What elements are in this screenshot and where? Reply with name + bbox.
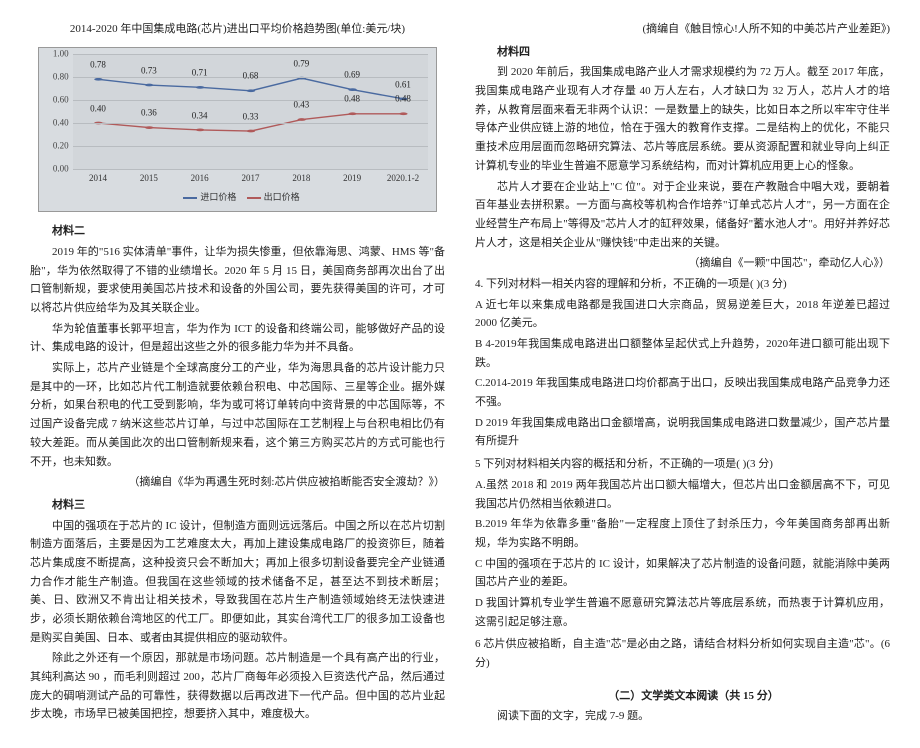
chart-plot-area: 0.000.200.400.600.801.000.780.730.710.68… (73, 54, 429, 169)
heading-m2: 材料二 (30, 222, 445, 241)
m2-p1: 2019 年的"516 实体清单"事件，让华为损失惨重，但依靠海思、鸿蒙、HMS… (30, 243, 445, 318)
q5a: A.虽然 2018 和 2019 两年我国芯片出口额大幅增大，但芯片出口金额居高… (475, 476, 890, 513)
legend-label-2: 出口价格 (264, 192, 300, 202)
m4-p1: 到 2020 年前后，我国集成电路产业人才需求规模约为 72 万人。截至 201… (475, 63, 890, 175)
q6: 6 芯片供应被掐断，自主造"芯"是必由之路，请结合材料分析如何实现自主造"芯"。… (475, 635, 890, 672)
m3-p1: 中国的强项在于芯片的 IC 设计，但制造方面则远远落后。中国之所以在芯片切割制造… (30, 517, 445, 648)
m4-source: （摘编自《一颗"中国芯"，牵动亿人心》） (475, 254, 890, 273)
section-2-title: （二）文学类文本阅读（共 15 分） (475, 687, 890, 706)
heading-m3: 材料三 (30, 496, 445, 515)
q4b: B 4-2019年我国集成电路进出口额整体呈起伏式上升趋势，2020年进口额可能… (475, 335, 890, 372)
m3-p2: 除此之外还有一个原因，那就是市场问题。芯片制造是一个具有高产出的行业，其纯利高达… (30, 649, 445, 724)
q5: 5 下列对材料相关内容的概括和分析，不正确的一项是( )(3 分) (475, 455, 890, 474)
m2-source: （摘编自《华为再遇生死时刻:芯片供应被掐断能否安全渡劫？》） (30, 473, 445, 492)
chart-title: 2014-2020 年中国集成电路(芯片)进出口平均价格趋势图(单位:美元/块) (30, 20, 445, 39)
q4a: A 近七年以来集成电路都是我国进口大宗商品，贸易逆差巨大，2018 年逆差已超过… (475, 296, 890, 333)
heading-m4: 材料四 (475, 43, 890, 62)
q5d: D 我国计算机专业学生普遍不愿意研究算法芯片等底层系统，而热衷于计算机应用，这需… (475, 594, 890, 631)
q4c: C.2014-2019 年我国集成电路进口均价都高于出口，反映出我国集成电路产品… (475, 374, 890, 411)
m2-p2: 华为轮值董事长郭平坦言，华为作为 ICT 的设备和终端公司，能够做好产品的设计、… (30, 320, 445, 357)
q5b: B.2019 年华为依靠多重"备胎"一定程度上顶住了封杀压力，今年美国商务部再出… (475, 515, 890, 552)
q5c: C 中国的强项在于芯片的 IC 设计，如果解决了芯片制造的设备问题，就能消除中美… (475, 555, 890, 592)
legend-swatch-2 (247, 197, 261, 199)
legend-swatch-1 (183, 197, 197, 199)
left-column: 2014-2020 年中国集成电路(芯片)进出口平均价格趋势图(单位:美元/块)… (30, 20, 445, 728)
m2-p3: 实际上，芯片产业链是个全球高度分工的产业，华为海思具备的芯片设计能力只是其中的一… (30, 359, 445, 471)
q4d: D 2019 年我国集成电路出口金额增高，说明我国集成电路进口数量减少，国产芯片… (475, 414, 890, 451)
q4: 4. 下列对材料一相关内容的理解和分析，不正确的一项是( )(3 分) (475, 275, 890, 294)
chart-x-labels: 2014201520162017201820192020.1-2 (73, 171, 429, 186)
src0: (摘编自《触目惊心!人所不知的中美芯片产业差距》) (475, 20, 890, 39)
chart-container: 0.000.200.400.600.801.000.780.730.710.68… (38, 47, 438, 213)
chart-legend: 进口价格 出口价格 (47, 190, 429, 205)
section-2-sub: 阅读下面的文字，完成 7-9 题。 (475, 707, 890, 726)
legend-label-1: 进口价格 (200, 192, 236, 202)
right-column: (摘编自《触目惊心!人所不知的中美芯片产业差距》) 材料四 到 2020 年前后… (475, 20, 890, 728)
m4-p2: 芯片人才要在企业站上"C 位"。对于企业来说，要在产教融合中唱大戏，要朝着百年基… (475, 178, 890, 253)
